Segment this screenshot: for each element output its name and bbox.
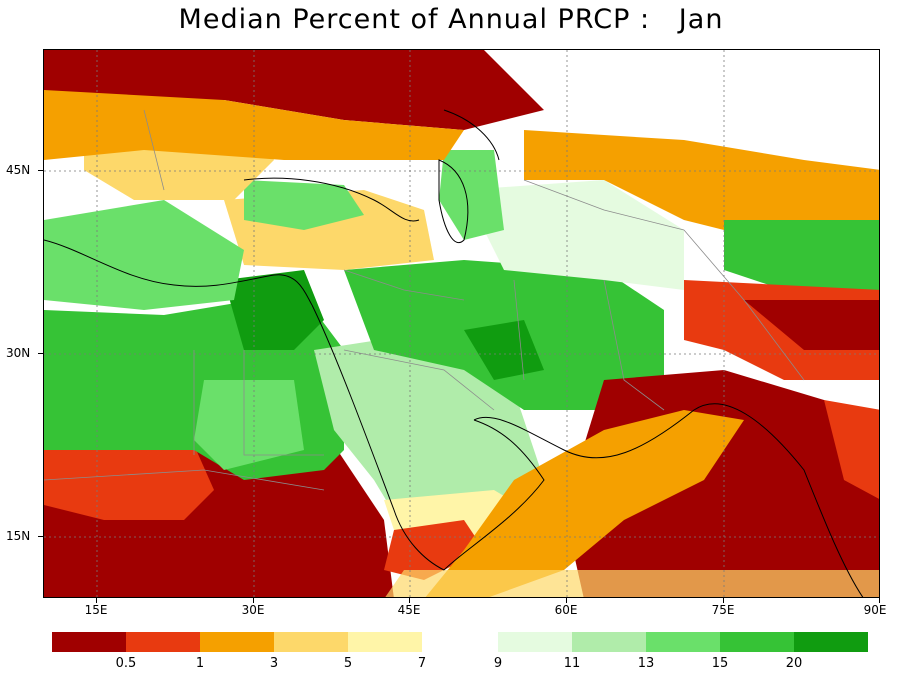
- legend-swatch: [200, 632, 275, 652]
- lon-tick: [96, 598, 97, 603]
- region-anatolia-green: [244, 180, 364, 230]
- lon-label-30e: 30E: [241, 603, 265, 617]
- coastlines: [44, 109, 864, 597]
- region-south-strip: [385, 570, 879, 597]
- region-kazakhstan: [524, 130, 879, 250]
- region-central-asia: [464, 180, 684, 290]
- precipitation-map: [43, 49, 880, 598]
- legend-swatch: [274, 632, 349, 652]
- lon-tick: [566, 598, 567, 603]
- legend-label: 13: [637, 656, 655, 671]
- lon-label-45e: 45E: [397, 603, 421, 617]
- lat-label-45n: 45N: [6, 163, 31, 177]
- lat-label-15n: 15N: [6, 529, 31, 543]
- legend-swatch: [720, 632, 795, 652]
- lon-tick: [253, 598, 254, 603]
- legend-swatch: [646, 632, 721, 652]
- region-north-belt: [44, 50, 544, 130]
- legend-swatch: [52, 632, 127, 652]
- legend-label: 1: [195, 656, 205, 671]
- legend-swatch: [348, 632, 423, 652]
- lat-tick: [38, 353, 43, 354]
- legend-label: 20: [785, 656, 803, 671]
- country-borders: [44, 109, 805, 491]
- legend-label: 3: [269, 656, 279, 671]
- legend-swatch: [126, 632, 201, 652]
- lon-label-15e: 15E: [84, 603, 108, 617]
- lon-tick: [409, 598, 410, 603]
- graticule: [44, 50, 879, 597]
- region-india-orange: [425, 410, 744, 597]
- region-yemen: [384, 520, 484, 580]
- region-tibet-dark: [744, 300, 879, 350]
- region-iraq-dark: [464, 320, 544, 380]
- lon-tick: [879, 598, 880, 603]
- lon-label-75e: 75E: [711, 603, 735, 617]
- legend-swatch: [498, 632, 573, 652]
- lat-tick: [38, 170, 43, 171]
- region-bay-orange: [824, 400, 879, 499]
- region-egypt-green: [224, 270, 324, 350]
- lon-label-90e: 90E: [863, 603, 887, 617]
- legend-label: 0.5: [115, 656, 137, 671]
- legend-swatch: [794, 632, 869, 652]
- lat-tick: [38, 536, 43, 537]
- legend-label: 15: [711, 656, 729, 671]
- region-mediterranean-green: [44, 200, 244, 310]
- legend-swatch: [572, 632, 647, 652]
- lon-label-60e: 60E: [554, 603, 578, 617]
- region-tarim-green: [724, 220, 879, 290]
- lon-tick: [723, 598, 724, 603]
- legend-label: 11: [563, 656, 581, 671]
- legend-label: 5: [343, 656, 353, 671]
- region-caspian: [439, 150, 504, 240]
- region-sahel: [44, 445, 214, 520]
- legend-label: 9: [493, 656, 503, 671]
- legend-label: 7: [417, 656, 427, 671]
- region-siberia-white: [484, 50, 879, 160]
- map-title: Median Percent of Annual PRCP : Jan: [178, 4, 724, 35]
- lat-label-30n: 30N: [6, 346, 31, 360]
- region-sahara-light: [194, 380, 304, 470]
